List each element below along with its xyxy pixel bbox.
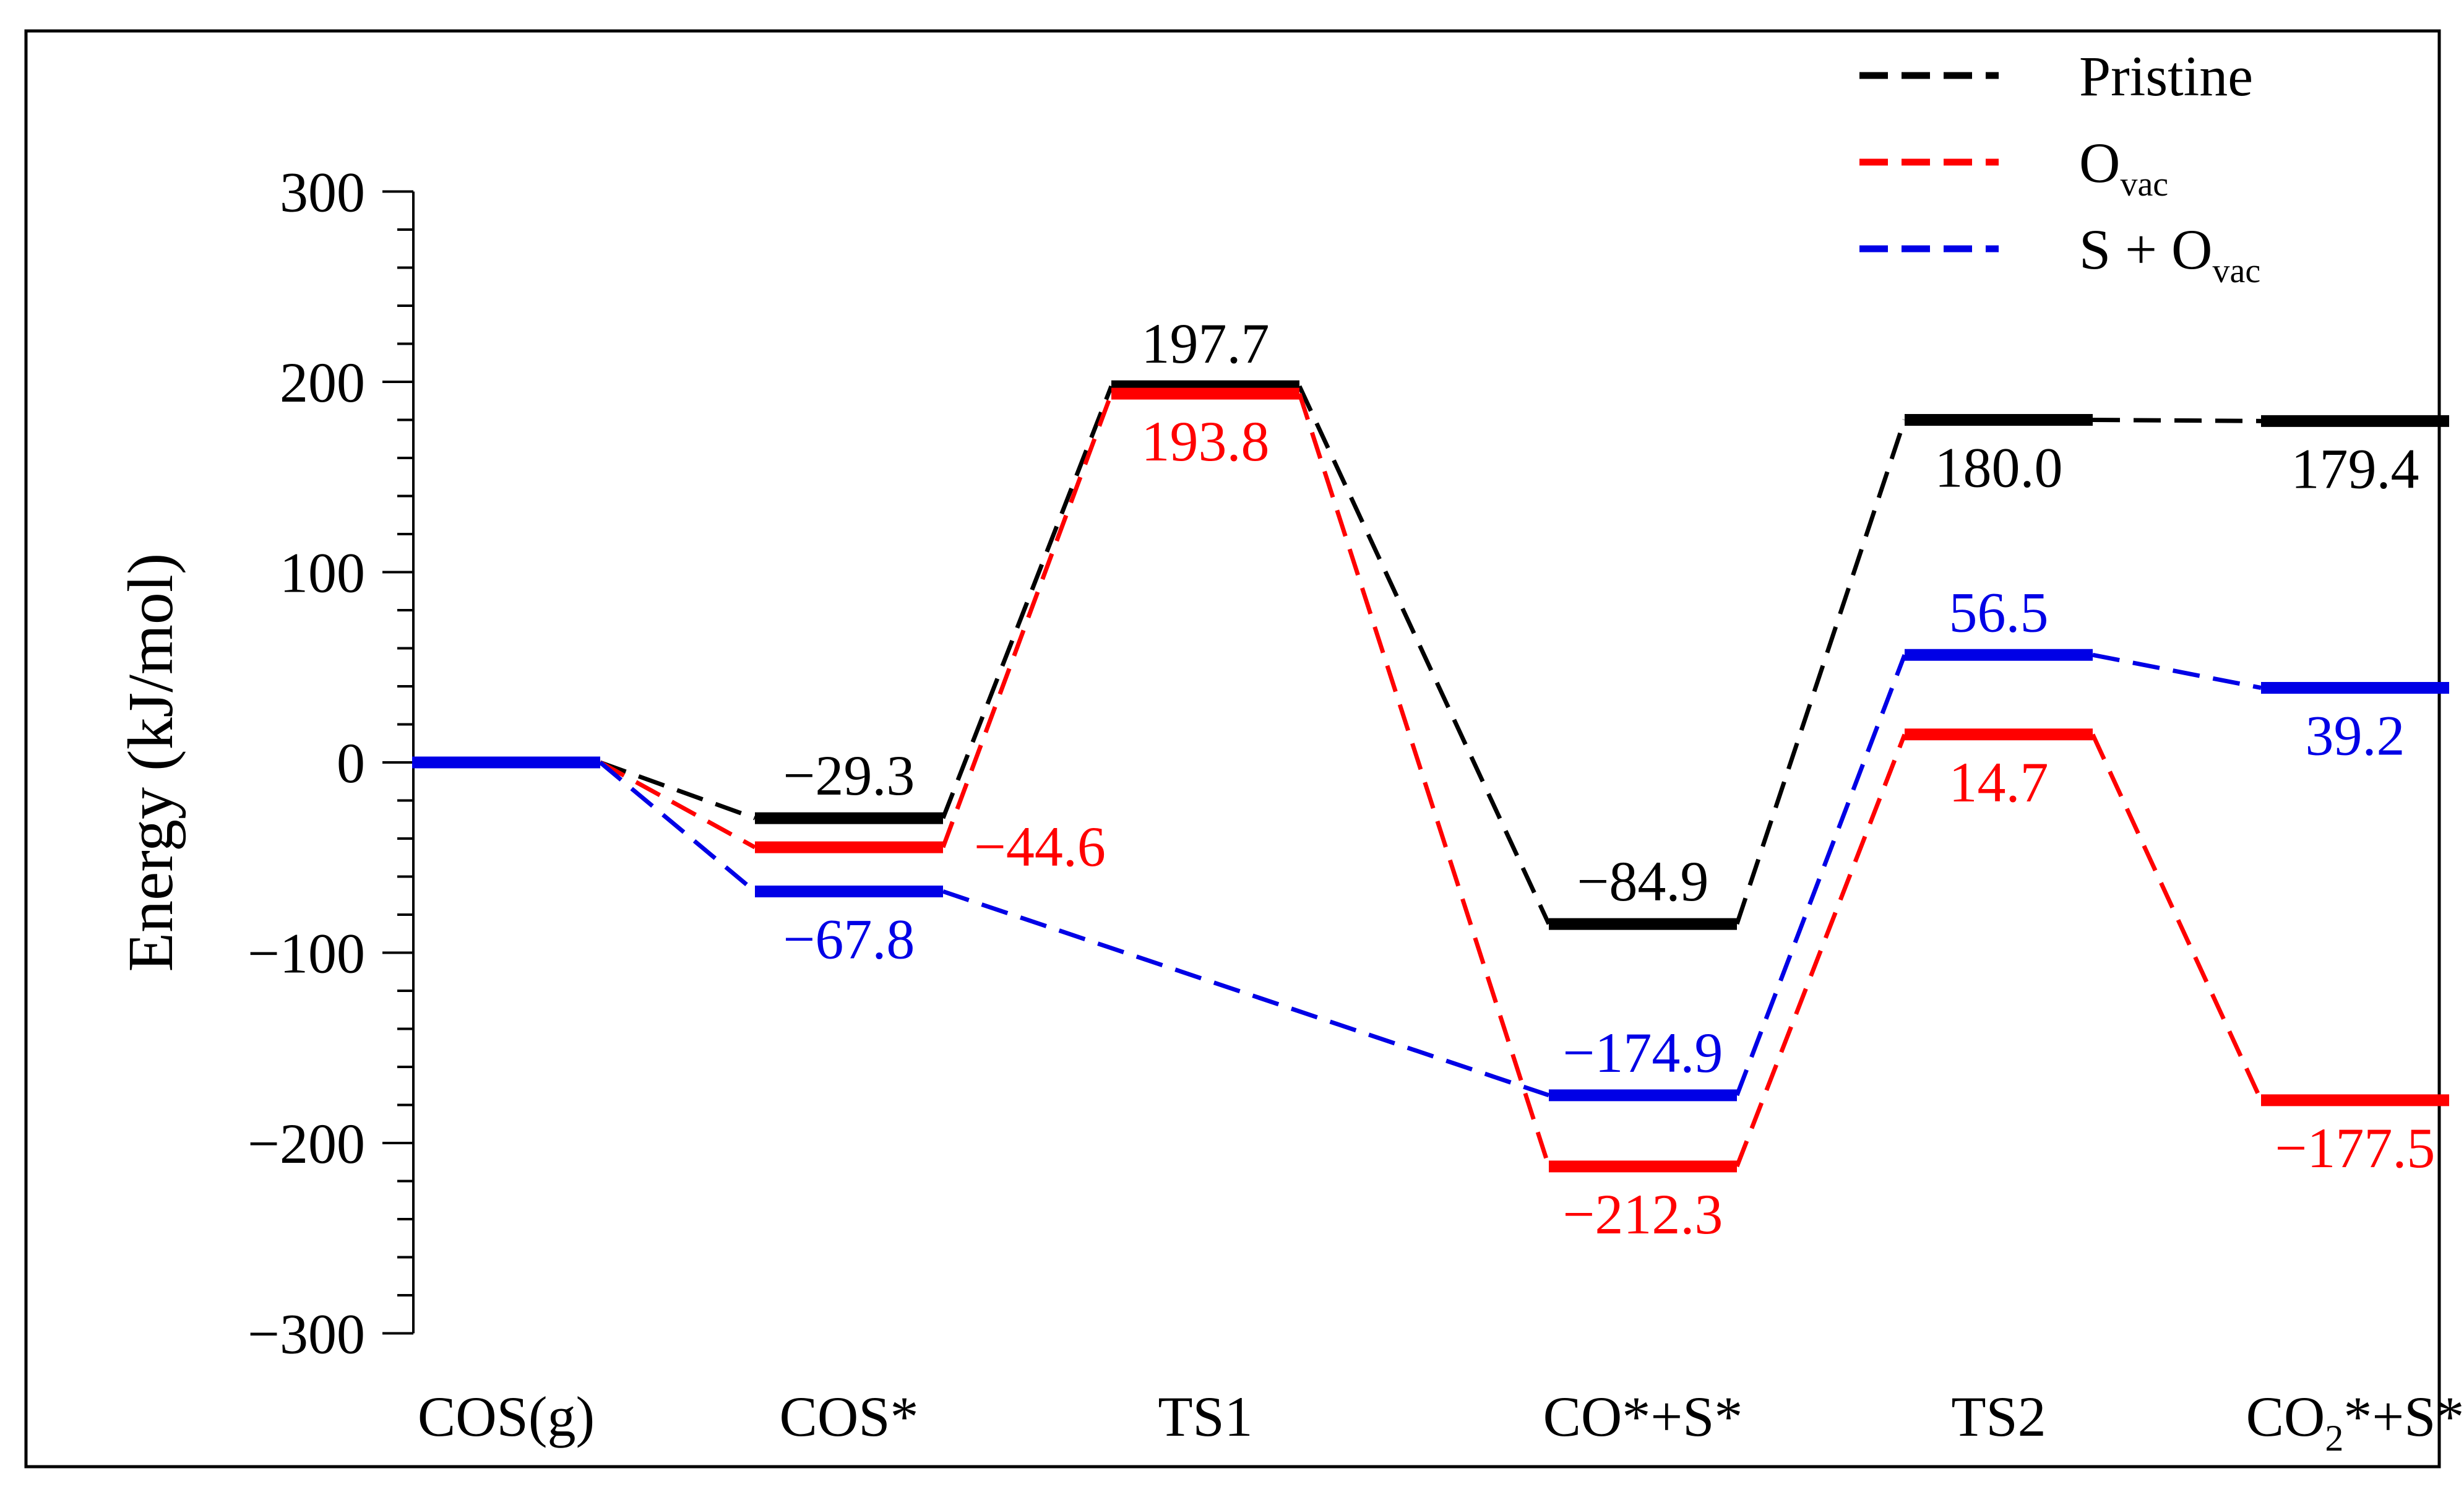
legend-label: Ovac [2079, 131, 2168, 204]
value-label: −84.9 [1577, 850, 1709, 913]
x-category-label: CO*+S* [1543, 1385, 1743, 1448]
connector-line [599, 760, 756, 850]
x-category-label: TS1 [1158, 1385, 1252, 1448]
y-tick-label: −200 [248, 1112, 365, 1175]
y-tick-label: 200 [280, 351, 365, 414]
x-category-label: TS2 [1951, 1385, 2046, 1448]
y-tick-label: 100 [280, 541, 365, 605]
value-label: 179.4 [2291, 437, 2419, 500]
value-label: 197.7 [1142, 312, 1270, 375]
value-label: 39.2 [2306, 704, 2405, 767]
value-label: −212.3 [1563, 1183, 1723, 1246]
x-category-label: CO2*+S* [2246, 1385, 2464, 1459]
y-axis-title: Energy (kJ/mol) [115, 553, 186, 972]
connector-line [2090, 733, 2264, 1102]
connector-line [942, 889, 1550, 1098]
connector-line [599, 760, 756, 821]
connector-line [2092, 652, 2262, 690]
connector-line [1734, 654, 1907, 1097]
legend-label: S + Ovac [2079, 218, 2260, 290]
connector-line [1297, 392, 1551, 1167]
connector-line [1734, 733, 1907, 1168]
value-label: 56.5 [1949, 580, 2049, 644]
value-label: 180.0 [1935, 436, 2063, 499]
figure-frame [24, 29, 2441, 1469]
x-category-label: COS* [780, 1385, 919, 1448]
connector-line [941, 385, 1114, 819]
value-label: 14.7 [1949, 751, 2049, 814]
connector-line [598, 761, 757, 894]
value-label: −174.9 [1563, 1021, 1723, 1084]
y-tick-label: −100 [248, 922, 365, 985]
x-category-label: COS(g) [418, 1385, 595, 1448]
value-label: −177.5 [2275, 1116, 2436, 1180]
connector-line [2092, 418, 2262, 423]
value-label: 193.8 [1142, 410, 1270, 473]
value-label: −44.6 [974, 815, 1106, 878]
value-label: −67.8 [783, 907, 915, 970]
y-tick-label: 300 [280, 161, 365, 224]
legend-label: Pristine [2079, 45, 2253, 108]
connector-line [1297, 385, 1551, 925]
y-tick-label: −300 [248, 1303, 365, 1366]
connector-line [1734, 419, 1907, 925]
value-label: −29.3 [783, 744, 915, 807]
y-tick-label: 0 [337, 731, 365, 795]
